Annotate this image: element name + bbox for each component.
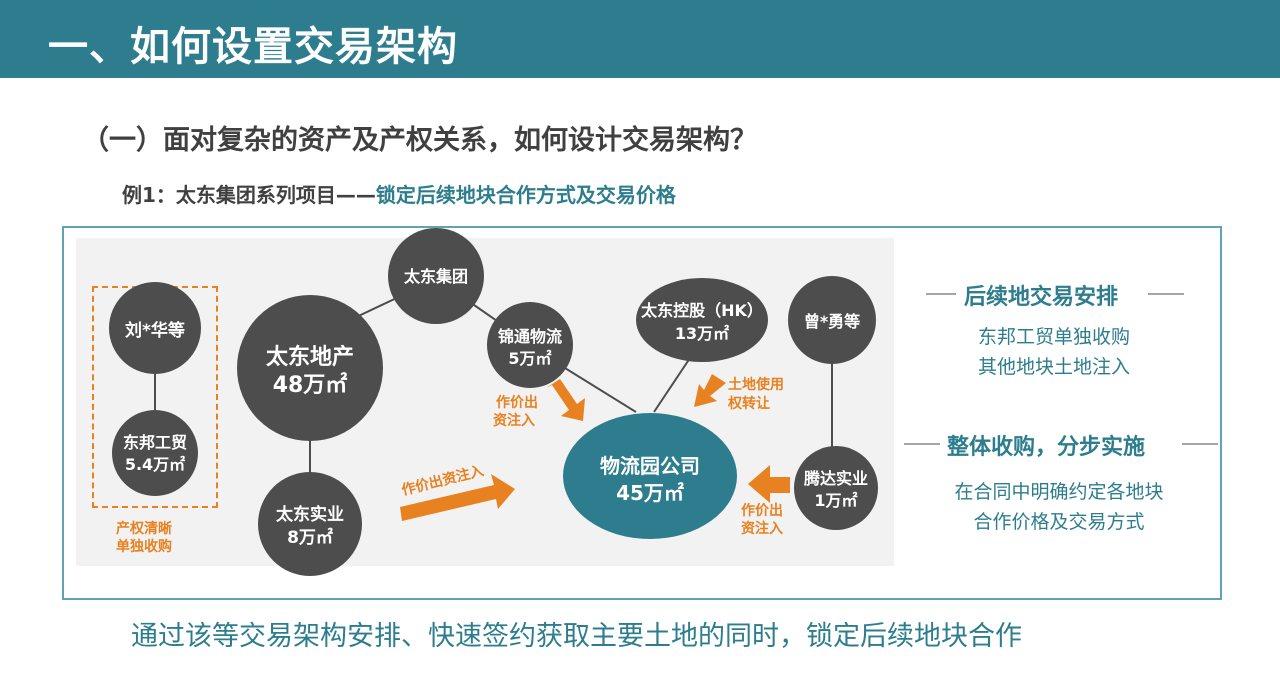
divider-right-1 [1148,293,1184,295]
node-wuliu-name: 物流园公司 [600,454,700,478]
node-liu: 刘*华等 [109,282,201,374]
node-tengda-area: 1万㎡ [814,491,857,510]
right-heading-2: 整体收购，分步实施 [947,435,1146,460]
node-tengda: 腾达实业 1万㎡ [794,446,878,530]
label-clear-title: 产权清晰 [116,520,172,537]
node-zeng-name: 曾*勇等 [804,312,860,331]
divider-left-1 [926,293,956,295]
node-jintong-area: 5万㎡ [508,349,551,368]
example-line: 例1：太东集团系列项目——锁定后续地块合作方式及交易价格 [122,179,676,208]
node-zeng: 曾*勇等 [788,276,876,364]
example-highlight: 锁定后续地块合作方式及交易价格 [375,183,676,207]
label-separate-purchase: 单独收购 [116,538,172,555]
label-land-use-1: 土地使用 [728,376,784,393]
node-shiye: 太东实业 8万㎡ [258,472,362,576]
node-wuliu: 物流园公司 45万㎡ [563,413,737,539]
diagram-background [76,238,894,566]
label-invest-left-1: 作价出 [496,394,538,411]
label-invest-right-1: 作价出 [741,502,783,519]
node-shiye-name: 太东实业 [276,504,344,525]
node-shiye-area: 8万㎡ [287,527,333,548]
node-konggu-name: 太东控股（HK） [640,301,763,320]
footer-summary: 通过该等交易架构安排、快速签约获取主要土地的同时，锁定后续地块合作 [131,621,1022,652]
right-body-2-line1: 在合同中明确约定各地块 [954,481,1164,503]
right-body-2: 在合同中明确约定各地块 合作价格及交易方式 [924,477,1194,537]
node-konggu: 太东控股（HK） 13万㎡ [636,278,768,362]
example-prefix: 例1：太东集团系列项目—— [122,183,376,207]
label-invest-right-2: 资注入 [741,520,783,537]
label-land-use-2: 权转让 [727,395,770,412]
node-wuliu-area: 45万㎡ [616,481,684,505]
node-jituan: 太东集团 [388,228,484,324]
node-tengda-name: 腾达实业 [804,469,868,488]
right-body-1-line2: 其他地块土地注入 [977,356,1130,378]
node-jintong: 锦通物流 5万㎡ [487,302,573,388]
node-dongbang-area: 5.4万㎡ [125,455,185,474]
node-konggu-area: 13万㎡ [675,324,729,343]
node-dongbang-name: 东邦工贸 [123,433,187,452]
arrow-main-invest [400,474,515,521]
label-invest-left-2: 资注入 [493,412,535,429]
right-body-1: 东邦工贸单独收购 其他地块土地注入 [944,322,1164,382]
section-subtitle: （一）面对复杂的资产及产权关系，如何设计交易架构？ [82,125,757,156]
right-heading-1: 后续地交易安排 [964,285,1119,310]
right-body-1-line1: 东邦工贸单独收购 [977,326,1130,348]
divider-left-2 [904,443,940,445]
arrow-tengda-invest [748,465,790,503]
arrow-land-transfer [694,374,726,407]
title-bar: 一、如何设置交易架构 [0,0,1280,78]
node-dichan-name: 太东地产 [266,344,354,370]
node-dichan: 太东地产 48万㎡ [237,295,383,441]
node-jituan-name: 太东集团 [403,267,468,286]
arrow-jintong-invest [546,379,585,421]
node-dongbang: 东邦工贸 5.4万㎡ [112,410,198,496]
right-body-2-line2: 合作价格及交易方式 [973,511,1145,533]
divider-right-2 [1182,443,1218,445]
node-dichan-area: 48万㎡ [273,372,348,398]
page-title: 一、如何设置交易架构 [48,24,458,70]
node-jintong-name: 锦通物流 [498,327,562,346]
node-liu-label: 刘*华等 [125,320,185,341]
connector-jintong-wuliu [551,359,637,413]
diagram-frame [62,226,1222,600]
connector-konggu-wuliu [653,357,691,413]
